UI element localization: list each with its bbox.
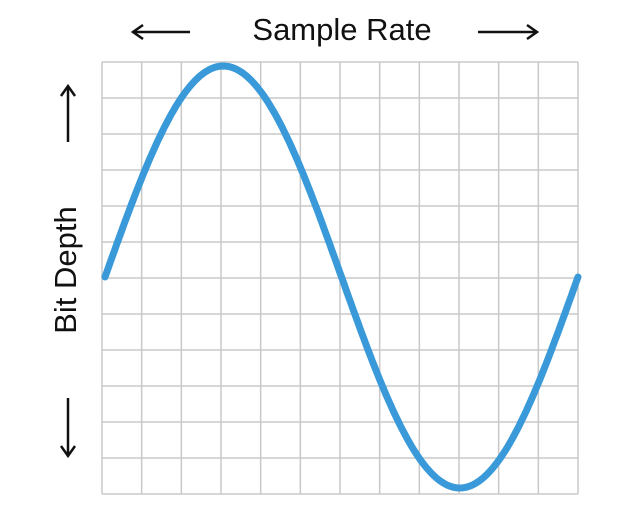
x-axis-label: Sample Rate	[252, 12, 431, 47]
y-axis-label: Bit Depth	[48, 206, 83, 334]
down-arrow	[59, 398, 77, 459]
left-arrow	[130, 23, 190, 41]
up-arrow	[59, 83, 77, 142]
right-arrow	[478, 23, 540, 41]
sine-wave	[101, 62, 582, 492]
